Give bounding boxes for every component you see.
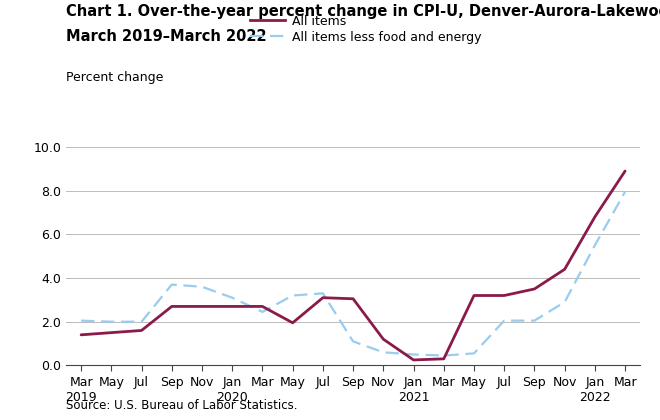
- Text: Percent change: Percent change: [66, 71, 164, 84]
- Legend: All items, All items less food and energy: All items, All items less food and energ…: [250, 15, 481, 44]
- Text: Chart 1. Over-the-year percent change in CPI-U, Denver-Aurora-Lakewood, CO,: Chart 1. Over-the-year percent change in…: [66, 4, 660, 19]
- Text: Source: U.S. Bureau of Labor Statistics.: Source: U.S. Bureau of Labor Statistics.: [66, 399, 298, 412]
- Text: March 2019–March 2022: March 2019–March 2022: [66, 29, 267, 45]
